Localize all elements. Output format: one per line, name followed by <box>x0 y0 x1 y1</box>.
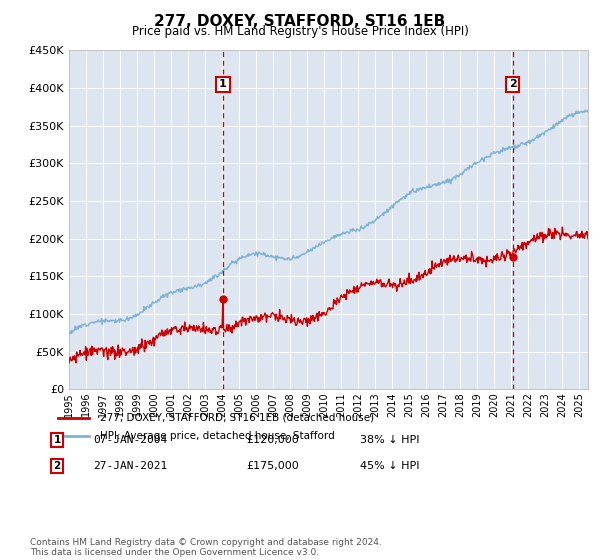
Text: 2: 2 <box>53 461 61 471</box>
Text: £120,000: £120,000 <box>246 435 299 445</box>
Text: Price paid vs. HM Land Registry's House Price Index (HPI): Price paid vs. HM Land Registry's House … <box>131 25 469 38</box>
Text: 1: 1 <box>53 435 61 445</box>
Text: 1: 1 <box>219 80 227 89</box>
Text: 277, DOXEY, STAFFORD, ST16 1EB: 277, DOXEY, STAFFORD, ST16 1EB <box>154 14 446 29</box>
Text: 2: 2 <box>509 80 517 89</box>
Text: 45% ↓ HPI: 45% ↓ HPI <box>360 461 419 471</box>
Text: 07-JAN-2004: 07-JAN-2004 <box>93 435 167 445</box>
Text: Contains HM Land Registry data © Crown copyright and database right 2024.
This d: Contains HM Land Registry data © Crown c… <box>30 538 382 557</box>
Text: 27-JAN-2021: 27-JAN-2021 <box>93 461 167 471</box>
Text: HPI: Average price, detached house, Stafford: HPI: Average price, detached house, Staf… <box>100 431 334 441</box>
Text: 277, DOXEY, STAFFORD, ST16 1EB (detached house): 277, DOXEY, STAFFORD, ST16 1EB (detached… <box>100 413 374 423</box>
Text: £175,000: £175,000 <box>246 461 299 471</box>
Text: 38% ↓ HPI: 38% ↓ HPI <box>360 435 419 445</box>
